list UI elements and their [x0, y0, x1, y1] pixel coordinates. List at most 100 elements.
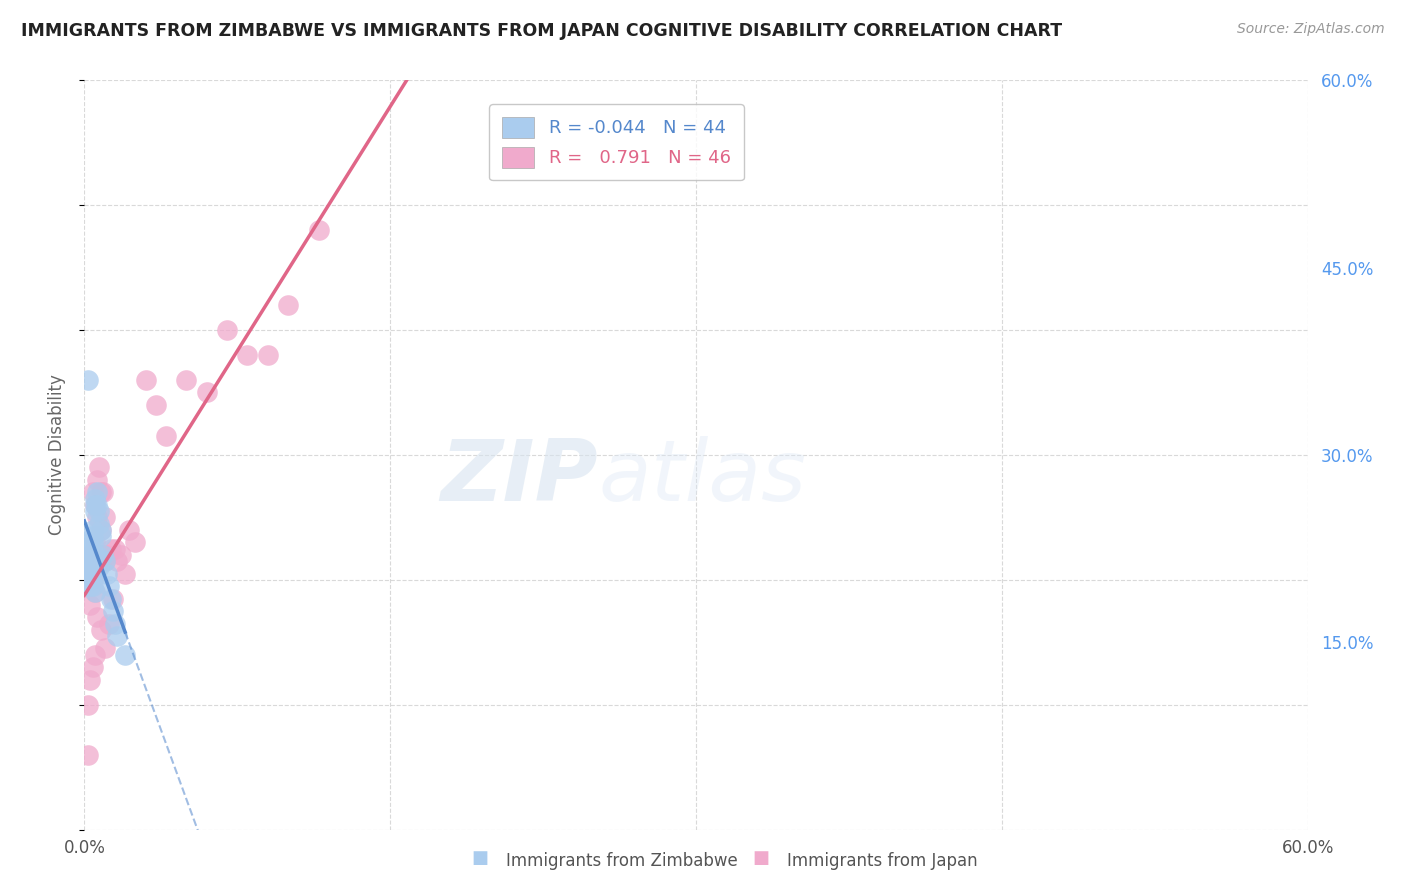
Point	[87, 504, 110, 518]
Point	[118, 523, 141, 537]
Point	[79, 548, 101, 562]
Point	[91, 548, 114, 562]
Legend: R = -0.044   N = 44, R =   0.791   N = 46: R = -0.044 N = 44, R = 0.791 N = 46	[489, 104, 744, 180]
Point	[90, 485, 112, 500]
Point	[195, 385, 218, 400]
Point	[105, 554, 128, 568]
Point	[83, 585, 105, 599]
Point	[145, 398, 167, 412]
Point	[79, 579, 101, 593]
Point	[97, 579, 120, 593]
Point	[77, 747, 100, 762]
Point	[93, 510, 115, 524]
Point	[83, 648, 105, 662]
Point	[277, 298, 299, 312]
Point	[104, 616, 127, 631]
Point	[79, 560, 101, 574]
Point	[174, 373, 197, 387]
Point	[79, 566, 101, 581]
Point	[77, 698, 100, 712]
Point	[79, 541, 101, 556]
Point	[101, 604, 124, 618]
Point	[77, 560, 100, 574]
Point	[79, 554, 101, 568]
Point	[104, 541, 127, 556]
Point	[83, 491, 105, 506]
Point	[83, 498, 105, 512]
Point	[93, 641, 115, 656]
Point	[93, 554, 115, 568]
Point	[257, 348, 280, 362]
Point	[79, 598, 101, 612]
Point	[82, 529, 104, 543]
Point	[82, 573, 104, 587]
Point	[87, 548, 110, 562]
Point	[82, 523, 104, 537]
Point	[86, 548, 108, 562]
Point	[114, 648, 136, 662]
Point	[97, 616, 120, 631]
Point	[90, 623, 112, 637]
Point	[83, 548, 105, 562]
Text: ZIP: ZIP	[440, 436, 598, 519]
Text: Source: ZipAtlas.com: Source: ZipAtlas.com	[1237, 22, 1385, 37]
Point	[100, 541, 122, 556]
Point	[96, 566, 118, 581]
Point	[83, 585, 105, 599]
Point	[110, 548, 132, 562]
Point	[83, 554, 105, 568]
Point	[79, 535, 101, 549]
Text: Immigrants from Zimbabwe: Immigrants from Zimbabwe	[506, 852, 738, 870]
Point	[82, 485, 104, 500]
Text: ■: ■	[471, 849, 488, 867]
Point	[236, 348, 259, 362]
Point	[308, 223, 330, 237]
Point	[77, 554, 100, 568]
Point	[91, 548, 114, 562]
Point	[114, 566, 136, 581]
Point	[77, 373, 100, 387]
Point	[105, 629, 128, 643]
Point	[100, 591, 122, 606]
Point	[96, 548, 118, 562]
Y-axis label: Cognitive Disability: Cognitive Disability	[48, 375, 66, 535]
Point	[82, 554, 104, 568]
Point	[87, 460, 110, 475]
Point	[82, 566, 104, 581]
Point	[86, 498, 108, 512]
Point	[93, 554, 115, 568]
Point	[155, 429, 177, 443]
Point	[83, 504, 105, 518]
Point	[82, 579, 104, 593]
Point	[86, 610, 108, 624]
Point	[135, 373, 157, 387]
Point	[86, 510, 108, 524]
Point	[82, 560, 104, 574]
Point	[79, 573, 101, 587]
Point	[86, 473, 108, 487]
Point	[90, 529, 112, 543]
Point	[79, 548, 101, 562]
Point	[124, 535, 146, 549]
Text: atlas: atlas	[598, 436, 806, 519]
Point	[82, 535, 104, 549]
Point	[79, 560, 101, 574]
Text: IMMIGRANTS FROM ZIMBABWE VS IMMIGRANTS FROM JAPAN COGNITIVE DISABILITY CORRELATI: IMMIGRANTS FROM ZIMBABWE VS IMMIGRANTS F…	[21, 22, 1062, 40]
Point	[91, 485, 114, 500]
Point	[83, 560, 105, 574]
Point	[77, 548, 100, 562]
Point	[90, 523, 112, 537]
Point	[79, 673, 101, 687]
Point	[101, 591, 124, 606]
Point	[87, 516, 110, 531]
Point	[83, 498, 105, 512]
Text: ■: ■	[752, 849, 769, 867]
Point	[217, 323, 239, 337]
Point	[86, 485, 108, 500]
Point	[82, 660, 104, 674]
Point	[90, 523, 112, 537]
Point	[86, 560, 108, 574]
Text: Immigrants from Japan: Immigrants from Japan	[787, 852, 979, 870]
Point	[83, 535, 105, 549]
Point	[87, 560, 110, 574]
